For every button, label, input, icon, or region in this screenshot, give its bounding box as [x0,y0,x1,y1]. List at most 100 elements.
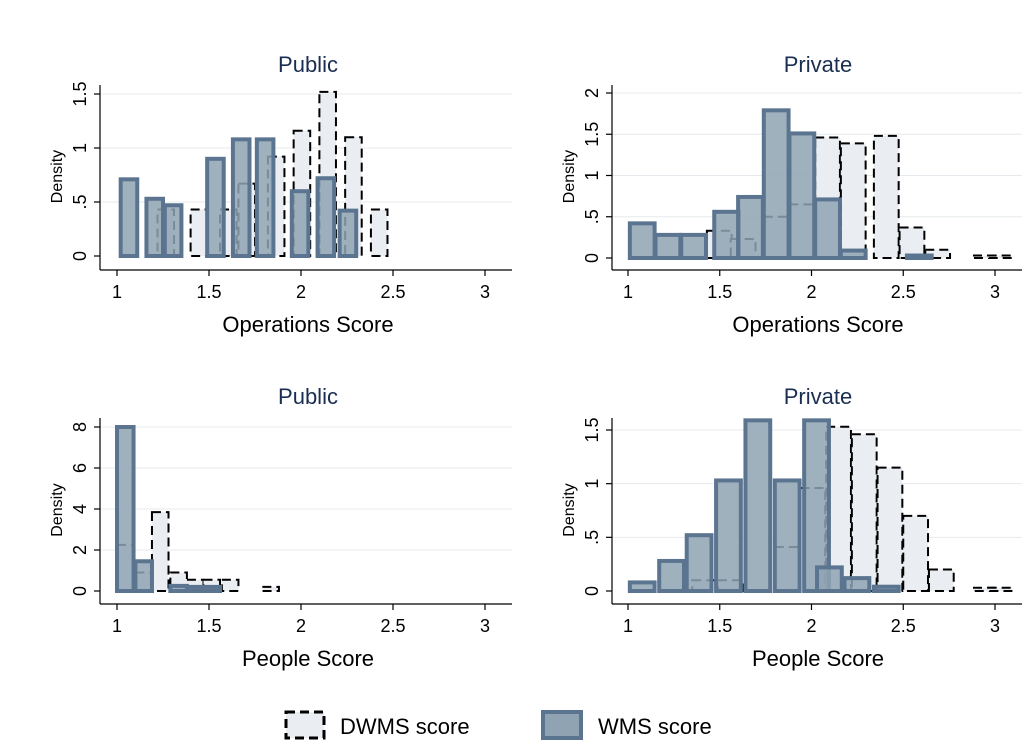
panel-1: 0 .5 1 1.5 1 1.5 2 2.5 3 Public Operations Score De… [49,52,512,337]
bar-wms [838,248,868,260]
y-tick-label: 2 [70,545,90,555]
y-tick-label: 1.5 [582,122,602,147]
bar-wms [168,583,189,593]
x-tick-label: 3 [990,282,1000,302]
bar-wms [772,478,802,593]
x-tick-label: 1 [112,616,122,636]
x-tick-label: 2.5 [380,616,405,636]
x-axis-label: People Score [242,646,374,671]
bar-dwms [986,586,1014,593]
bar-wms [653,232,683,260]
bar-dwms [220,578,240,592]
y-tick-label: 0 [582,253,602,263]
y-tick-label: 2 [582,88,602,98]
bar-wms [115,425,136,593]
bar-wms [802,418,831,593]
bar-wms [230,137,252,258]
y-tick-label: .5 [70,194,90,209]
x-tick-label: 2.5 [380,282,405,302]
panel-4: 0 .5 1 1.5 1 1.5 2 2.5 3 Private People Score Densi… [561,384,1022,671]
x-tick-label: 2.5 [891,616,916,636]
y-tick-label: .5 [582,530,602,545]
bar-dwms [850,433,878,592]
x-tick-label: 2 [296,282,306,302]
bar-wms [761,108,791,260]
bar-wms [118,177,140,259]
bar-wms [162,203,184,259]
bar-wms [714,478,743,593]
x-tick-label: 2.5 [891,282,916,302]
bar-wms [684,533,714,593]
legend: DWMS score WMS score [284,710,712,740]
bar-wms [627,221,657,261]
bar-dwms [261,585,280,593]
x-tick-label: 1.5 [707,282,732,302]
bar-dwms [189,208,209,257]
y-axis-label: Density [561,150,578,203]
x-axis-label: People Score [752,646,884,671]
y-axis-label: Density [561,483,578,536]
bar-dwms [839,142,867,259]
bar-wms [315,176,337,259]
legend-swatch-dwms [284,710,326,740]
x-tick-label: 1 [112,282,122,302]
x-tick-label: 1.5 [707,616,732,636]
bar-wms [184,584,206,594]
bar-wms [712,209,742,261]
bar-wms [144,196,166,258]
y-tick-label: 8 [70,422,90,432]
x-tick-label: 2 [296,616,306,636]
bar-dwms [971,254,999,259]
x-tick-label: 3 [480,282,490,302]
legend-swatch-wms [541,710,583,740]
bar-wms [201,584,223,594]
y-tick-label: .5 [582,209,602,224]
panel-title: Public [278,384,338,409]
panel-title: Private [784,384,852,409]
bar-wms [627,580,657,593]
y-tick-label: 4 [70,504,90,514]
bar-wms [904,253,934,260]
y-axis-label: Density [49,483,66,536]
bar-wms [254,137,276,258]
legend-label-dwms: DWMS score [340,714,470,739]
x-tick-label: 2 [806,616,816,636]
bar-dwms [872,134,900,259]
bar-wms [871,584,901,593]
y-tick-label: 0 [70,586,90,596]
y-tick-label: 1 [582,170,602,180]
y-axis-label: Density [49,150,66,203]
x-axis-label: Operations Score [222,312,393,337]
bar-wms [205,156,226,258]
bar-dwms [898,226,926,260]
panel-2: 0 .5 1 1.5 2 1 1.5 2 2.5 3 Private Operations Score… [561,52,1022,337]
y-tick-label: 1 [582,479,602,489]
bar-dwms [369,208,389,257]
x-axis-label: Operations Score [732,312,903,337]
bar-wms [787,131,817,260]
y-tick-label: 0 [582,586,602,596]
bar-wms [842,576,872,593]
y-tick-label: 6 [70,463,90,473]
panel-title: Public [278,52,338,77]
bar-dwms [927,568,955,592]
bar-dwms [902,514,930,592]
x-tick-label: 2 [806,282,816,302]
bar-wms [815,565,844,593]
bar-wms [813,197,842,261]
bar-dwms [876,466,904,593]
y-tick-label: 1 [70,143,90,153]
y-tick-label: 1.5 [582,417,602,442]
bar-wms [337,208,359,258]
x-tick-label: 3 [990,616,1000,636]
bar-dwms [150,511,170,593]
legend-label-wms: WMS score [598,714,712,739]
x-tick-label: 1 [623,282,633,302]
y-tick-label: 0 [70,251,90,261]
x-tick-label: 1 [623,616,633,636]
panel-3: 0 2 4 6 8 1 1.5 2 2.5 3 Public People Score Density [49,384,512,671]
bar-dwms [971,586,999,593]
x-tick-label: 3 [480,616,490,636]
